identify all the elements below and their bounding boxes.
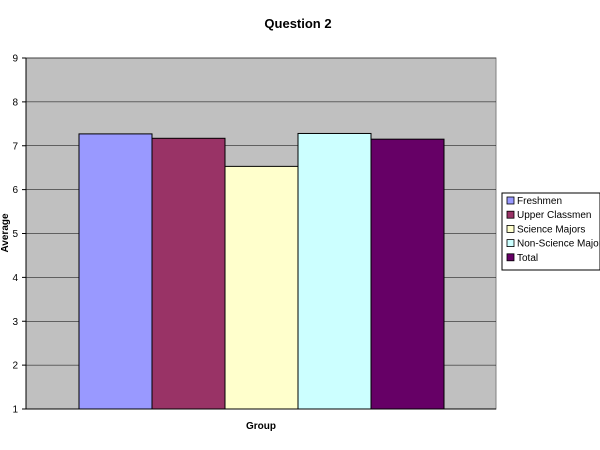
- legend-item: Total: [506, 253, 538, 264]
- legend-label: Freshmen: [517, 196, 562, 207]
- bars: [78, 132, 445, 410]
- y-tick-label: 3: [12, 317, 18, 328]
- bar-freshmen: [78, 133, 153, 410]
- legend-item: Upper Classmen: [506, 210, 591, 221]
- legend-item: Non-Science Majors: [506, 239, 600, 250]
- y-tick-label: 2: [12, 361, 18, 372]
- legend-item: Freshmen: [506, 196, 562, 207]
- legend: Freshmen Upper Classmen Science Majors Non-…: [501, 192, 600, 271]
- legend-label: Total: [517, 253, 538, 264]
- legend-box: [501, 192, 600, 271]
- bar-upper-classmen: [151, 137, 226, 410]
- y-tick-label: 6: [12, 185, 18, 196]
- legend-label: Upper Classmen: [517, 210, 591, 221]
- bar-total: [370, 138, 445, 410]
- y-tick-label: 5: [12, 229, 18, 240]
- legend-swatch: [506, 210, 515, 219]
- y-tick-label: 4: [12, 273, 18, 284]
- chart-title: Question 2: [264, 16, 331, 31]
- legend-swatch: [506, 224, 515, 233]
- legend-label: Science Majors: [517, 224, 585, 235]
- legend-swatch: [506, 253, 515, 262]
- legend-item: Science Majors: [506, 224, 585, 235]
- bar-non-science-majors: [297, 132, 372, 410]
- y-axis-ticks: 1 2 3 4 5 6 7 8 9: [12, 54, 26, 416]
- y-tick-label: 9: [12, 54, 18, 65]
- legend-items: Freshmen Upper Classmen Science Majors Non-…: [506, 196, 600, 264]
- legend-swatch: [506, 196, 515, 205]
- legend-label: Non-Science Majors: [517, 239, 600, 250]
- y-tick-label: 1: [12, 405, 18, 416]
- x-axis-label: Group: [246, 421, 276, 432]
- y-axis-label: Average: [0, 213, 11, 253]
- bar-science-majors: [224, 165, 299, 410]
- y-tick-label: 8: [12, 97, 18, 108]
- y-tick-label: 7: [12, 141, 18, 152]
- legend-swatch: [506, 239, 515, 248]
